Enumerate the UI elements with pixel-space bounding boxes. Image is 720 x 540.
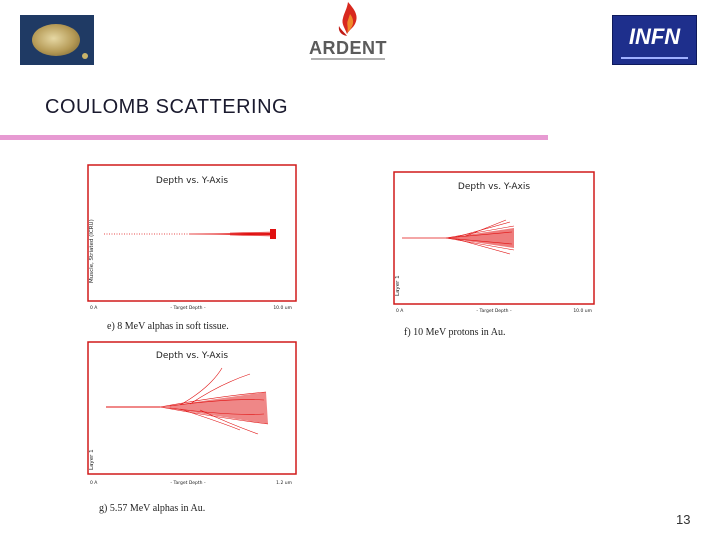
xtick-left: 0 A bbox=[396, 308, 404, 314]
xtick-left: 0 A bbox=[90, 480, 98, 486]
ardent-wordmark: ARDENT bbox=[309, 38, 387, 58]
seal-coin-icon bbox=[32, 24, 80, 56]
plot-ylabel: Muscle, Striated (ICRU) bbox=[89, 219, 95, 283]
infn-logo: INFN bbox=[612, 15, 697, 65]
flame-icon bbox=[338, 2, 357, 36]
xtick-mid: - Target Depth - bbox=[170, 480, 206, 486]
seal-dot-icon bbox=[82, 53, 88, 59]
caption-e: e) 8 MeV alphas in soft tissue. bbox=[107, 321, 229, 332]
plot-ylabel: Layer 1 bbox=[395, 275, 401, 296]
ion-tracks bbox=[104, 229, 276, 239]
plot-g: Depth vs. Y-Axis Layer 1 0 A - Target De… bbox=[87, 341, 297, 486]
xtick-right: 10.0 um bbox=[573, 308, 592, 314]
slide-title: COULOMB SCATTERING bbox=[45, 96, 289, 118]
xtick-right: 10.0 um bbox=[273, 305, 292, 311]
plot-heading: Depth vs. Y-Axis bbox=[156, 351, 228, 361]
xtick-right: 1.2 um bbox=[276, 480, 292, 486]
xtick-left: 0 A bbox=[90, 305, 98, 311]
ion-tracks bbox=[402, 219, 515, 255]
xtick-mid: - Target Depth - bbox=[476, 308, 512, 314]
plot-heading: Depth vs. Y-Axis bbox=[458, 182, 530, 192]
caption-g: g) 5.57 MeV alphas in Au. bbox=[99, 503, 206, 514]
university-seal-logo bbox=[20, 15, 94, 65]
title-underline bbox=[0, 135, 548, 140]
infn-wordmark: INFN bbox=[628, 24, 681, 49]
ardent-logo: ARDENT bbox=[305, 0, 391, 64]
plot-heading: Depth vs. Y-Axis bbox=[156, 176, 228, 186]
xtick-mid: - Target Depth - bbox=[170, 305, 206, 311]
plot-ylabel: Layer 1 bbox=[89, 449, 95, 470]
ardent-tagline-bar bbox=[311, 58, 385, 60]
plot-e: Depth vs. Y-Axis Muscle, Striated (ICRU)… bbox=[87, 164, 297, 311]
page-number: 13 bbox=[676, 512, 691, 527]
ion-tracks bbox=[106, 367, 269, 435]
infn-subtitle-bar bbox=[621, 57, 688, 59]
caption-f: f) 10 MeV protons in Au. bbox=[404, 327, 506, 338]
plot-f: Depth vs. Y-Axis Layer 1 0 A - Target De… bbox=[393, 171, 595, 314]
